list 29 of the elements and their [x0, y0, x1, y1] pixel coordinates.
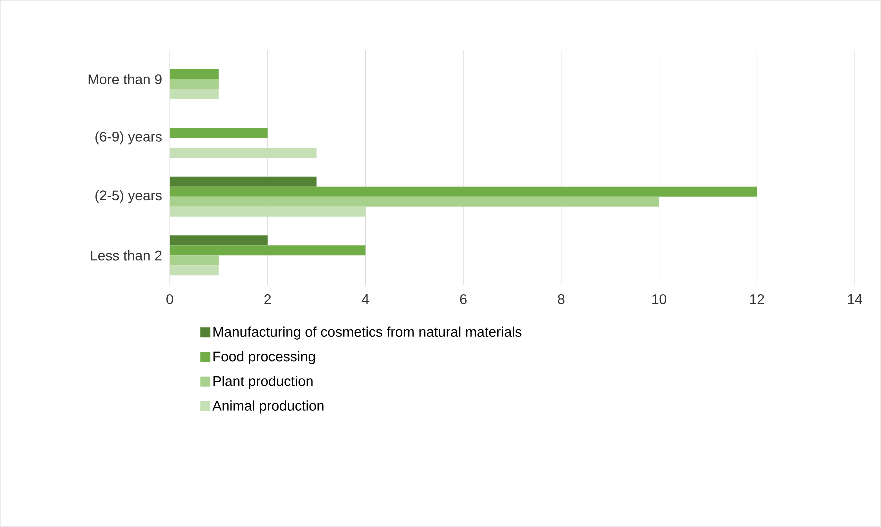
bar — [170, 128, 268, 138]
y-tick-label: (6-9) years — [96, 132, 162, 145]
y-tick-label: More than 9 — [88, 74, 162, 85]
bar — [170, 206, 366, 217]
bar — [170, 79, 219, 90]
bar — [170, 89, 219, 100]
x-tick-label: 8 — [558, 294, 565, 304]
x-tick-label: 14 — [848, 294, 862, 304]
legend-label: Plant production — [214, 376, 313, 390]
bar — [170, 236, 268, 246]
bar — [170, 266, 219, 276]
bar — [170, 196, 660, 207]
bar — [170, 148, 317, 158]
bar — [170, 256, 219, 266]
x-tick-label: 12 — [750, 294, 764, 304]
bar — [170, 246, 366, 256]
bar — [170, 176, 317, 187]
bar — [170, 69, 219, 80]
legend-label: Animal production — [212, 400, 324, 414]
y-tick-label: Less than 2 — [91, 250, 162, 261]
y-tick-label: (2-5) years — [96, 190, 162, 204]
legend-label: Food processing — [214, 351, 316, 364]
x-tick-label: 4 — [362, 294, 370, 304]
x-tick-label: 6 — [460, 294, 467, 304]
x-tick-label: 10 — [652, 294, 667, 304]
x-tick-label: 2 — [264, 294, 272, 304]
bar — [170, 186, 758, 197]
legend-label: Manufacturing of cosmetics from natural materials — [214, 326, 522, 340]
x-tick-label: 0 — [166, 294, 174, 304]
